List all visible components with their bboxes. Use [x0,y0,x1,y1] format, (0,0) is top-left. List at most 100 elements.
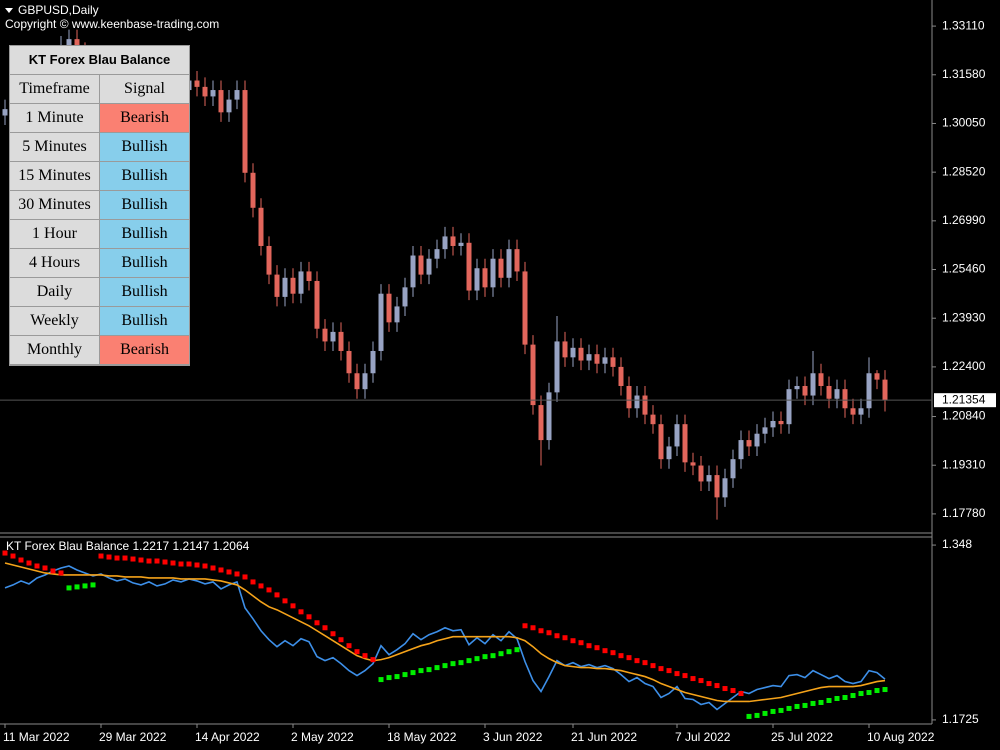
y-tick-label: 1.22400 [942,359,986,373]
current-price-box [934,393,996,408]
signal-dot [74,584,80,590]
signal-dot [370,657,376,663]
candle-body [266,245,272,275]
candle-body [434,249,440,259]
signal-dot [490,653,496,659]
y-tick-label: 1.20840 [942,409,986,423]
candle-body [490,258,496,288]
candle-body [658,424,664,460]
signal-dot [218,567,224,573]
candle-body [274,274,280,297]
candle-body [202,86,208,97]
candle-body [426,258,432,275]
signal-dot [738,691,744,697]
signal-cell: Bullish [100,278,189,306]
candle-body [314,280,320,329]
signal-dot [714,683,720,689]
signal-dot [626,655,632,661]
signal-dot [554,633,560,639]
candle-body [394,306,400,323]
copyright: Copyright © www.keenbase-trading.com [5,17,219,31]
candle-body [706,475,712,482]
signal-dot [698,678,704,684]
signal-cell: Bullish [100,307,189,335]
candle-body [474,268,480,291]
x-tick-label: 21 Jun 2022 [571,730,637,744]
candle-body [458,242,464,246]
signal-dot [866,690,872,696]
signal-dot [106,554,112,560]
candle-body [674,424,680,447]
signal-dot [266,587,272,593]
indicator-title: KT Forex Blau Balance 1.2217 1.2147 1.20… [6,539,250,553]
candle-body [330,331,336,342]
signal-dot [474,656,480,662]
signal-dot [746,713,752,719]
signal-dot [330,631,336,637]
table-row: 1 Hour Bullish [10,220,189,248]
candle-body [626,385,632,409]
candle-body [778,420,784,425]
candle-body [482,268,488,288]
candle-body [346,350,352,374]
y-tick-label: 1.25460 [942,262,986,276]
candle-body [746,440,752,447]
signal-dot [378,677,384,683]
signal-dot [722,686,728,692]
candle-body [586,354,592,361]
candle-body [554,341,560,393]
signal-dot [634,658,640,664]
candle-body [226,99,232,113]
signal-dot [10,553,16,559]
signal-dot [514,647,520,653]
candle-body [386,293,392,323]
candle-body [290,277,296,294]
candle-body [498,258,504,278]
timeframe-cell: 30 Minutes [10,191,99,219]
candle-body [722,478,728,498]
signal-dot [690,676,696,682]
candle-body [442,236,448,250]
candle-body [418,255,424,275]
candle-body [690,462,696,466]
candle-body [466,242,472,291]
signal-dot [442,663,448,669]
candle-body [570,347,576,358]
signal-dot [482,654,488,660]
y-tick-label: 1.31580 [942,67,986,81]
signal-dot [338,637,344,643]
signal-dot [402,672,408,678]
signal-dot [194,562,200,568]
y-tick-label: 1.19310 [942,457,986,471]
candle-body [730,459,736,479]
column-header: Signal [100,75,189,103]
signal-dot [546,630,552,636]
candle-body [810,373,816,396]
candle-body [714,475,720,498]
candle-body [634,395,640,409]
signal-dot [138,557,144,563]
signal-dot [522,623,528,629]
candle-body [698,465,704,482]
candle-body [234,90,240,100]
signal-dot [50,568,56,574]
signal-dot [258,583,264,589]
y-tick-label: 1.348 [942,537,972,551]
x-tick-label: 10 Aug 2022 [867,730,935,744]
table-title: KT Forex Blau Balance [10,46,189,74]
candle-body [666,446,672,460]
signal-dot [322,625,328,631]
signal-dot [210,565,216,571]
signal-cell: Bullish [100,133,189,161]
signal-dot [226,569,232,575]
candle-body [882,379,888,401]
candle-body [866,373,872,409]
candle-body [818,373,824,386]
symbol-title: GBPUSD,Daily [18,3,99,17]
signal-dot [282,598,288,604]
candle-body [578,347,584,361]
candle-body [602,357,608,364]
x-tick-label: 2 May 2022 [291,730,354,744]
